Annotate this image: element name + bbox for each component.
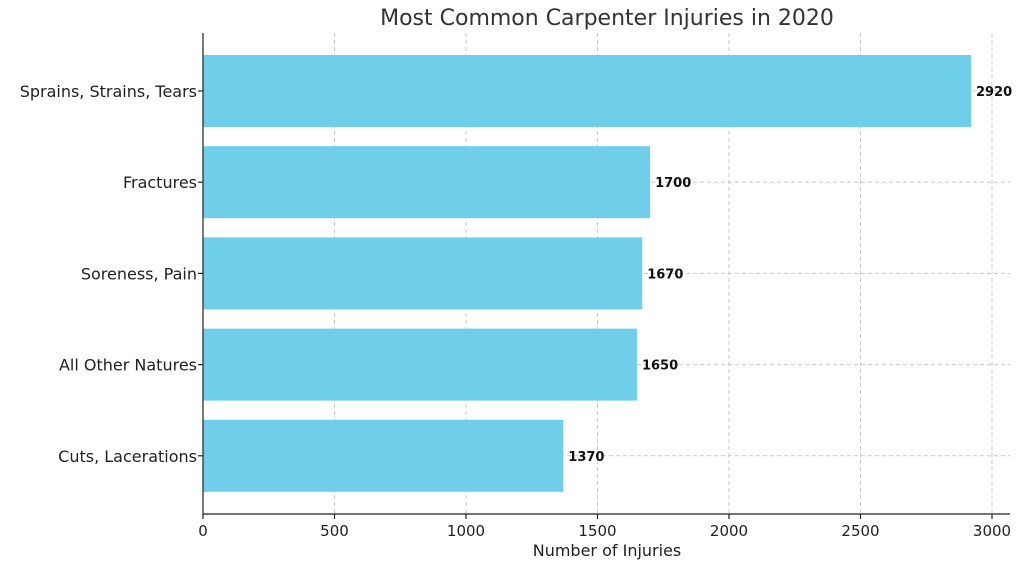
chart-title: Most Common Carpenter Injuries in 2020: [380, 6, 834, 31]
bar: [203, 146, 651, 219]
x-tick-label: 0: [198, 522, 208, 540]
x-tick-label: 1000: [447, 522, 485, 540]
data-label: 1670: [647, 267, 683, 282]
bar: [203, 55, 971, 127]
bar: [203, 419, 564, 492]
data-label: 1700: [655, 176, 691, 191]
category-label: Cuts, Lacerations: [58, 447, 197, 466]
category-label: Fractures: [123, 173, 197, 192]
data-label: 1370: [568, 450, 604, 465]
x-axis-label: Number of Injuries: [533, 541, 682, 560]
bar: [203, 328, 637, 401]
x-tick-label: 2500: [841, 522, 879, 540]
category-label: Soreness, Pain: [81, 264, 197, 283]
category-label: Sprains, Strains, Tears: [20, 82, 197, 101]
data-label: 2920: [976, 85, 1012, 100]
x-tick-label: 1500: [578, 522, 616, 540]
data-label: 1650: [642, 359, 678, 374]
x-tick-label: 500: [320, 522, 349, 540]
x-tick-label: 3000: [973, 522, 1011, 540]
category-label: All Other Natures: [59, 356, 197, 375]
axes: [198, 33, 1010, 519]
bar: [203, 237, 643, 310]
bars: [203, 55, 971, 492]
labels: 0 500 1000 1500 2000 2500 3000 Sprains, Strains…: [20, 82, 1012, 540]
x-tick-label: 2000: [710, 522, 748, 540]
